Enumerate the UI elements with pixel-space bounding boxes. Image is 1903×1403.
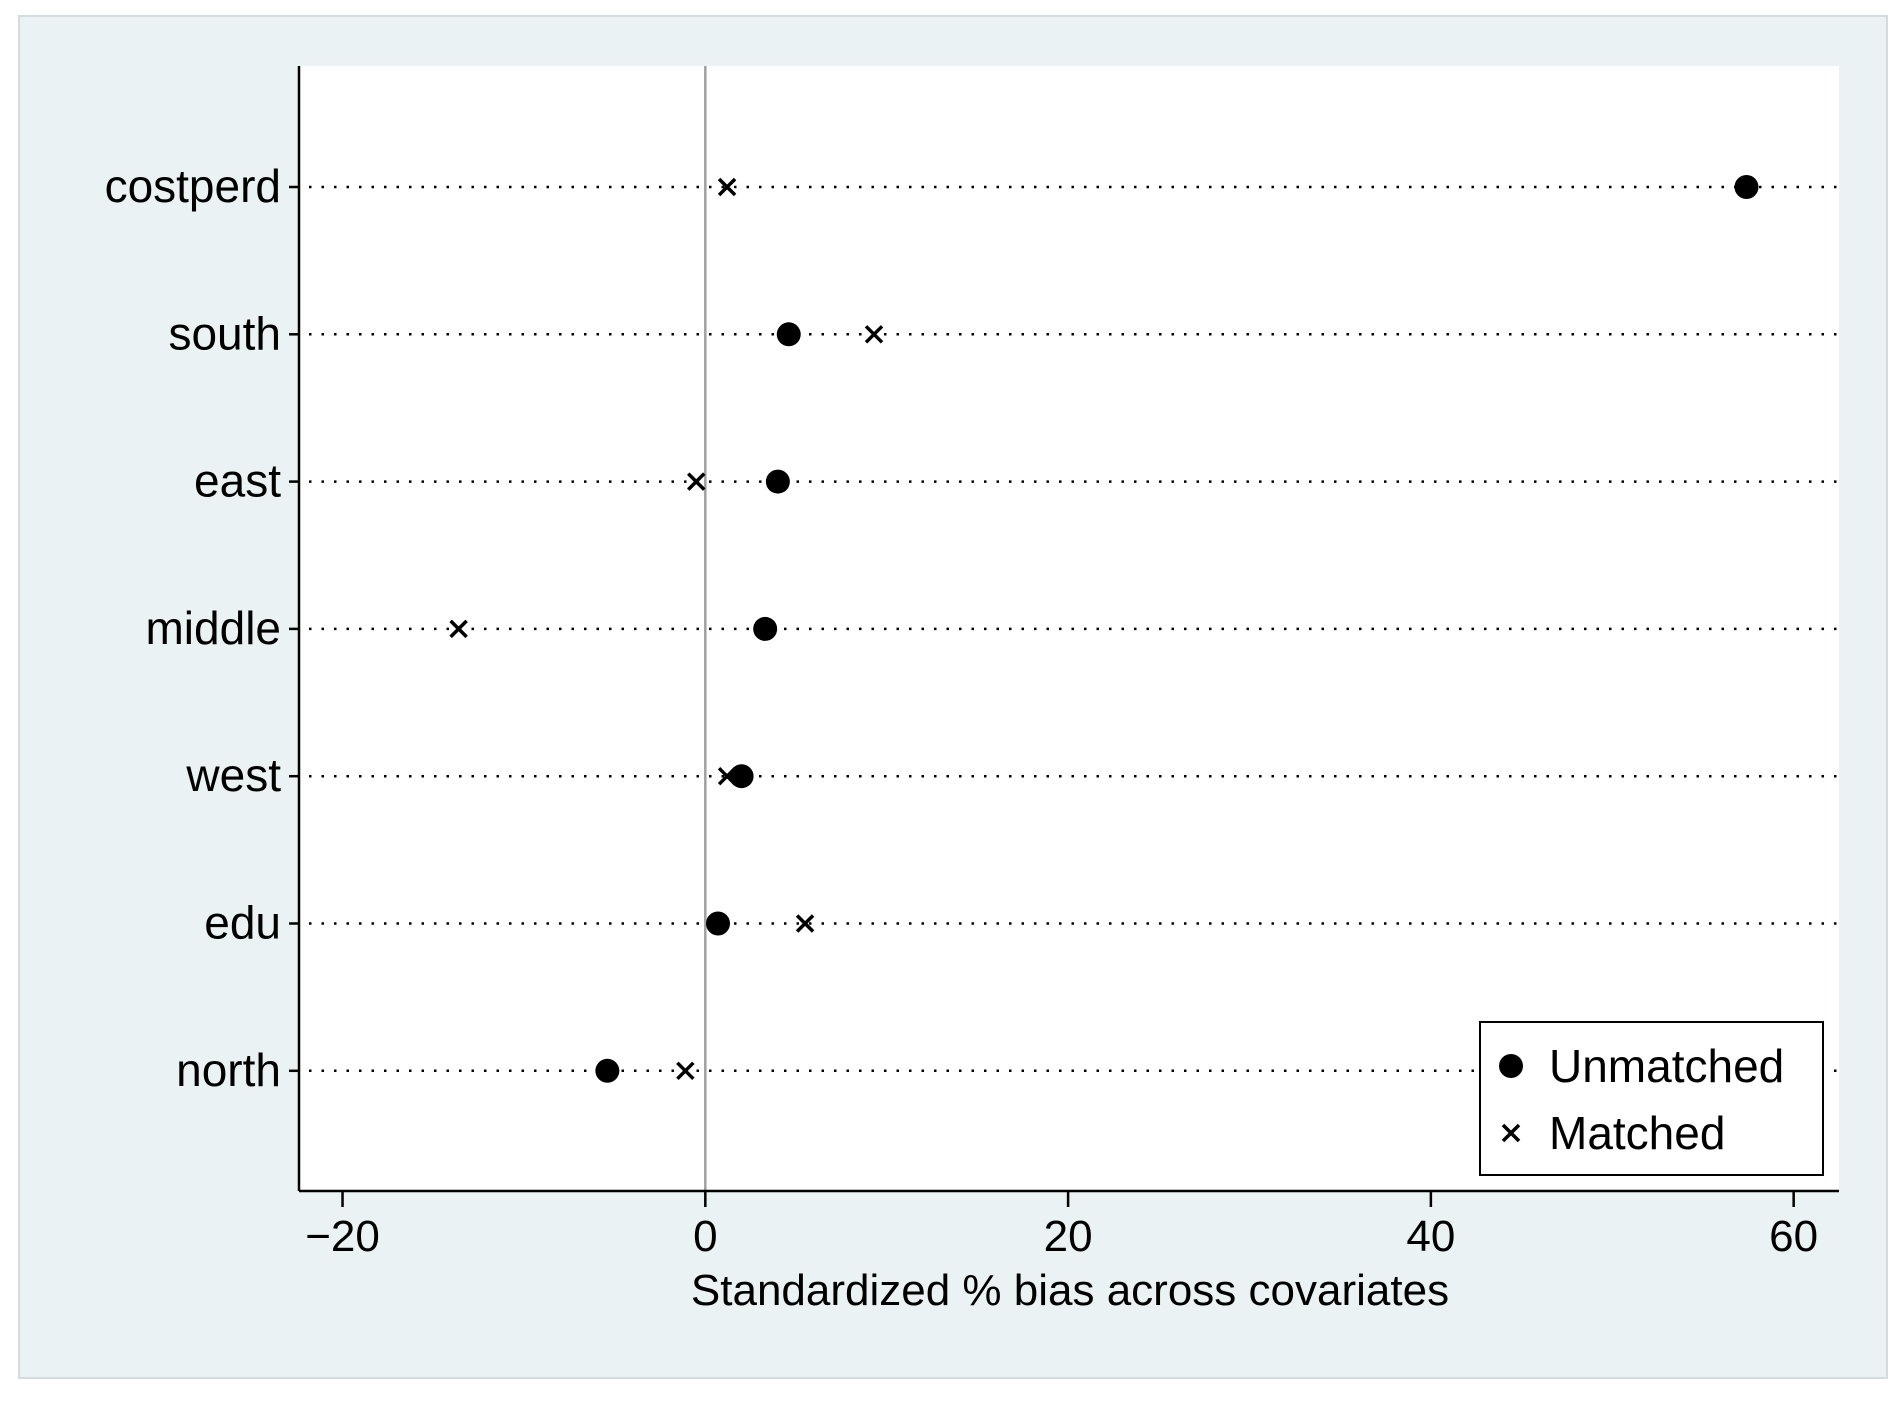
y-tick-label: south [168,307,281,359]
y-tick-label: middle [145,602,281,654]
ticks-layer: −20 0 20 40 60 [305,1191,1818,1261]
matched-point [449,619,468,639]
grid-layer [289,185,1843,1073]
unmatched-point [765,469,790,494]
matched-point [676,1061,695,1081]
x-tick-label: 20 [1044,1212,1093,1261]
legend-unmatched-label: Unmatched [1549,1040,1784,1092]
legend-matched-marker [1501,1123,1521,1143]
plot-area [299,66,1839,1191]
x-tick-label: 0 [693,1212,717,1261]
matched-point [717,766,737,786]
x-axis-label: Standardized % bias across covariates [691,1266,1449,1315]
legend-unmatched-marker [1499,1054,1523,1078]
matched-point [687,472,706,491]
unmatched-point [729,764,754,789]
y-tick-label: costperd [105,160,281,212]
y-tick-label: north [176,1044,281,1096]
y-tick-label: west [185,749,281,801]
y-labels-layer: costperd south east middle west edu north [105,160,282,1096]
y-tick-label: east [194,455,281,507]
unmatched-point [776,322,801,347]
x-tick-label: −20 [305,1212,380,1261]
marks-layer [449,175,1759,1083]
y-tick-label: edu [204,897,281,949]
legend-box [1479,1021,1824,1176]
unmatched-point [595,1058,620,1083]
unmatched-point [706,911,731,936]
legend-matched-label: Matched [1549,1107,1725,1159]
x-tick-label: 60 [1769,1212,1818,1261]
matched-point [717,177,737,197]
matched-point [795,914,815,933]
unmatched-point [1734,175,1759,199]
unmatched-point [753,616,778,641]
matched-point [864,325,884,344]
legend: Unmatched Matched [1479,1021,1824,1176]
x-tick-label: 40 [1406,1212,1455,1261]
